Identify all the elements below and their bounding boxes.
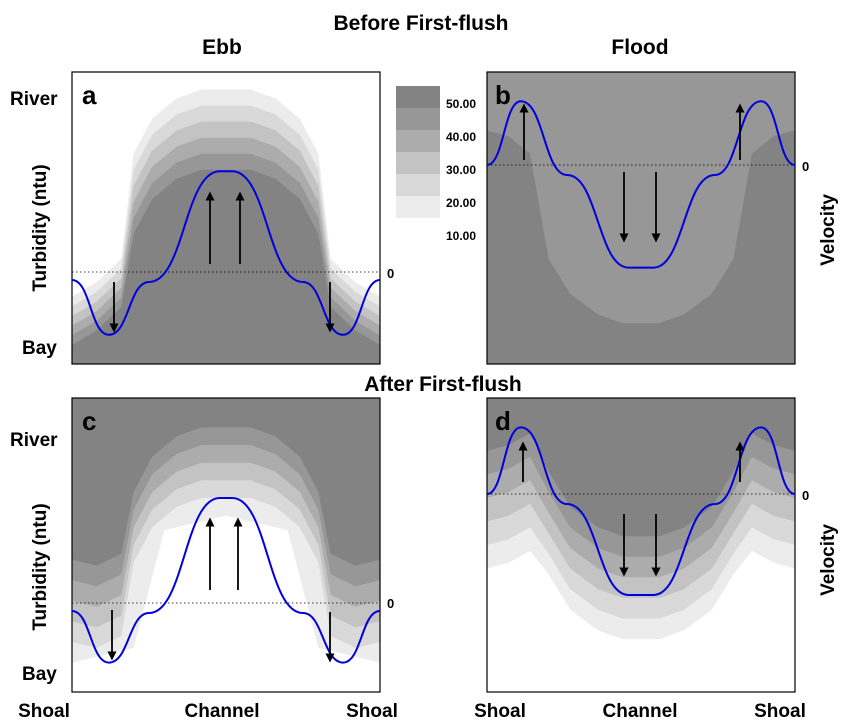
- header-flood: Flood: [611, 36, 668, 59]
- panel-b: [487, 72, 795, 364]
- label-bay-top: Bay: [22, 338, 57, 359]
- legend-swatch-1: [396, 108, 440, 130]
- zero-label-c: 0: [387, 596, 394, 611]
- panel-letter-b: b: [495, 80, 511, 110]
- ylabel-turbidity-top: Turbidity (ntu): [30, 164, 51, 291]
- panel-d: [487, 398, 795, 692]
- xlabel-shoal-right-d: Shoal: [754, 701, 806, 722]
- panel-letter-c: c: [82, 406, 96, 436]
- panel-a-frame: [71, 71, 381, 365]
- velocity-curve-d: [486, 426, 796, 596]
- ylabel-velocity-top: Velocity: [818, 194, 839, 266]
- panel-b-frame: [486, 71, 796, 365]
- panel-letter-a: a: [82, 80, 97, 110]
- velocity-overlay-a: [71, 170, 381, 336]
- legend-label-2: 30.00: [446, 163, 476, 177]
- xlabel-channel-d: Channel: [603, 701, 678, 722]
- legend-swatch-5: [396, 196, 440, 218]
- legend-label-0: 50.00: [446, 97, 476, 111]
- panel-a: [72, 72, 380, 364]
- panel-c-frame: [71, 397, 381, 693]
- velocity-overlay-d: [486, 426, 796, 596]
- label-bay-bottom: Bay: [22, 664, 57, 685]
- label-river-bottom: River: [10, 430, 58, 451]
- velocity-curve-b: [486, 100, 796, 269]
- legend-swatch-2: [396, 130, 440, 152]
- legend-swatch-4: [396, 174, 440, 196]
- ylabel-velocity-bottom: Velocity: [818, 524, 839, 596]
- velocity-overlay-b: [486, 100, 796, 269]
- xlabel-shoal-left-c: Shoal: [18, 701, 70, 722]
- xlabel-shoal-left-d: Shoal: [474, 701, 526, 722]
- zero-label-a: 0: [387, 266, 394, 281]
- panel-c: [72, 398, 380, 692]
- zero-label-d: 0: [802, 488, 809, 503]
- legend-swatch-0: [396, 86, 440, 108]
- velocity-overlay-c: [71, 496, 381, 664]
- panel-d-frame: [486, 397, 796, 693]
- panel-letter-d: d: [495, 406, 511, 436]
- xlabel-channel-c: Channel: [185, 701, 260, 722]
- legend-swatch-3: [396, 152, 440, 174]
- ylabel-turbidity-bottom: Turbidity (ntu): [30, 503, 51, 630]
- header-before-first-flush: Before First-flush: [333, 12, 508, 35]
- legend-label-1: 40.00: [446, 130, 476, 144]
- legend-label-3: 20.00: [446, 196, 476, 210]
- label-river-top: River: [10, 89, 58, 110]
- zero-label-b: 0: [802, 159, 809, 174]
- legend-label-4: 10.00: [446, 229, 476, 243]
- header-ebb: Ebb: [202, 36, 242, 59]
- header-after-first-flush: After First-flush: [364, 373, 522, 396]
- turbidity-legend: 50.00 40.00 30.00 20.00 10.00: [396, 86, 476, 243]
- xlabel-shoal-right-c: Shoal: [346, 701, 398, 722]
